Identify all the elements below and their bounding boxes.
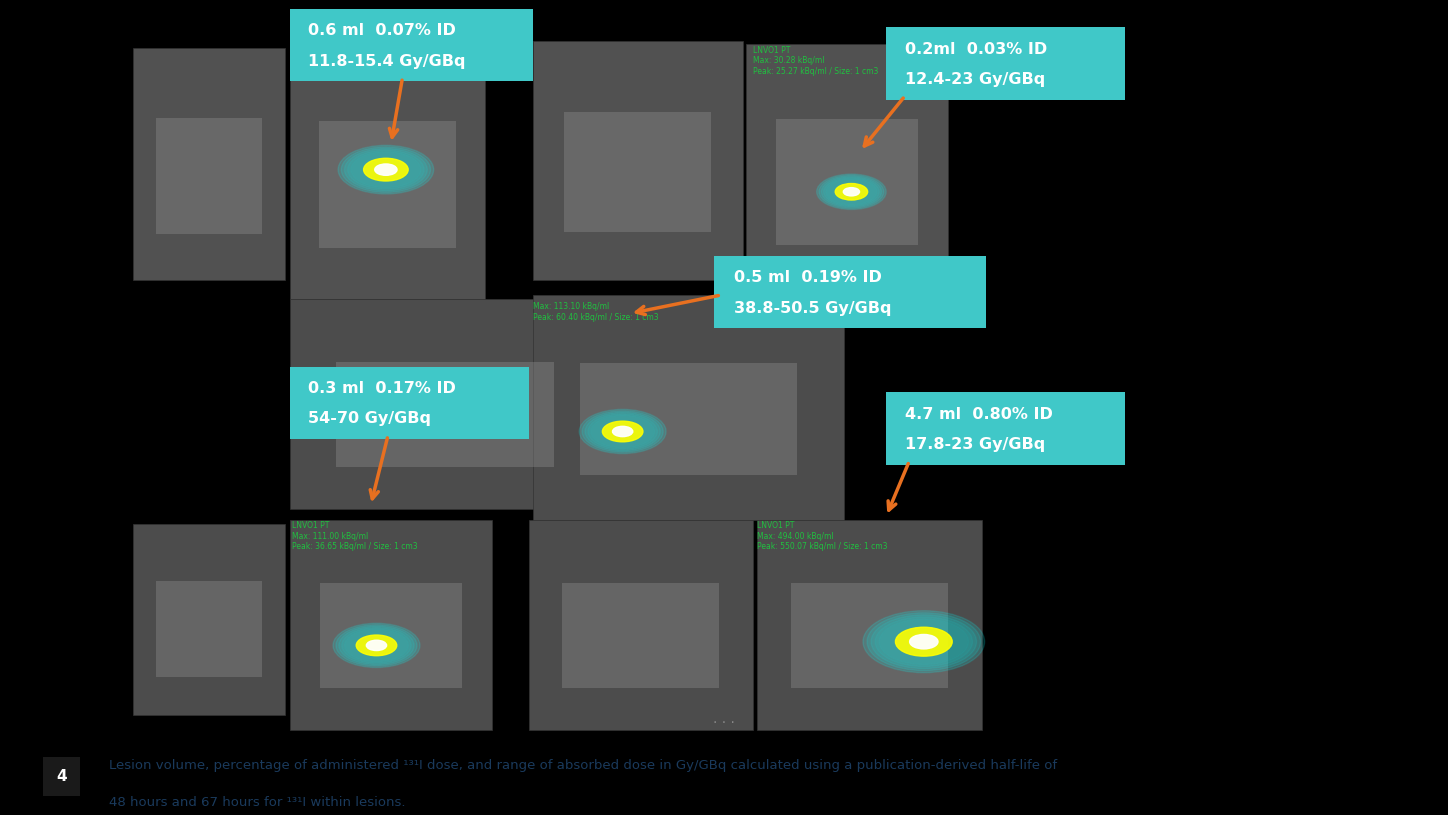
FancyArrowPatch shape <box>637 296 718 315</box>
Circle shape <box>817 174 886 209</box>
Circle shape <box>820 175 883 209</box>
FancyBboxPatch shape <box>156 117 262 234</box>
Circle shape <box>895 628 953 656</box>
FancyArrowPatch shape <box>371 438 388 499</box>
Text: 4: 4 <box>56 769 67 784</box>
FancyBboxPatch shape <box>290 9 533 82</box>
Circle shape <box>336 625 417 666</box>
Circle shape <box>579 409 666 454</box>
Circle shape <box>582 411 663 452</box>
FancyBboxPatch shape <box>757 520 982 730</box>
FancyBboxPatch shape <box>886 392 1125 465</box>
FancyBboxPatch shape <box>133 48 285 280</box>
Circle shape <box>863 610 985 672</box>
Text: 54-70 Gy/GBq: 54-70 Gy/GBq <box>308 412 432 426</box>
Text: LNVO1 PT
Max: 494.00 kBq/ml
Peak: 550.07 kBq/ml / Size: 1 cm3: LNVO1 PT Max: 494.00 kBq/ml Peak: 550.07… <box>757 522 888 551</box>
Text: LNVO1 PT
Max: 111.00 kBq/ml
Peak: 36.65 kBq/ml / Size: 1 cm3: LNVO1 PT Max: 111.00 kBq/ml Peak: 36.65 … <box>292 522 418 551</box>
Text: 0.3 ml  0.17% ID: 0.3 ml 0.17% ID <box>308 381 456 396</box>
FancyBboxPatch shape <box>886 27 1125 99</box>
FancyBboxPatch shape <box>133 524 285 716</box>
Text: 11.8-15.4 Gy/GBq: 11.8-15.4 Gy/GBq <box>308 54 466 68</box>
FancyBboxPatch shape <box>776 120 918 244</box>
FancyBboxPatch shape <box>290 520 492 730</box>
Circle shape <box>345 148 427 191</box>
Text: Max: 113.10 kBq/ml
Peak: 60.40 kBq/ml / Size: 1 cm3: Max: 113.10 kBq/ml Peak: 60.40 kBq/ml / … <box>533 302 659 322</box>
FancyBboxPatch shape <box>156 581 262 677</box>
FancyBboxPatch shape <box>714 256 986 328</box>
Text: . . .: . . . <box>712 712 736 726</box>
Text: LNVO1 PT
Max: 30.28 kBq/ml
Peak: 25.27 kBq/ml / Size: 1 cm3: LNVO1 PT Max: 30.28 kBq/ml Peak: 25.27 k… <box>753 46 879 76</box>
FancyBboxPatch shape <box>529 520 753 730</box>
Circle shape <box>366 641 387 650</box>
Circle shape <box>602 421 643 442</box>
FancyBboxPatch shape <box>319 121 456 248</box>
Circle shape <box>363 158 408 181</box>
Text: 4.7 ml  0.80% ID: 4.7 ml 0.80% ID <box>905 407 1053 421</box>
FancyArrowPatch shape <box>390 80 403 137</box>
FancyBboxPatch shape <box>791 583 948 688</box>
Text: 12.4-23 Gy/GBq: 12.4-23 Gy/GBq <box>905 73 1045 87</box>
Circle shape <box>339 626 414 664</box>
FancyArrowPatch shape <box>888 464 908 510</box>
FancyBboxPatch shape <box>290 367 529 438</box>
Text: Lesion volume, percentage of administered ¹³¹I dose, and range of absorbed dose : Lesion volume, percentage of administere… <box>109 760 1057 773</box>
Text: LNVO1 PT
Max: 100.00 kBq/ml
Peak: 35.65 kBq/ml / Size: 1 cm3: LNVO1 PT Max: 100.00 kBq/ml Peak: 35.65 … <box>292 46 418 76</box>
FancyBboxPatch shape <box>533 41 743 280</box>
Circle shape <box>824 178 879 206</box>
Text: 38.8-50.5 Gy/GBq: 38.8-50.5 Gy/GBq <box>734 301 892 315</box>
Circle shape <box>342 628 411 663</box>
Circle shape <box>867 613 980 671</box>
FancyBboxPatch shape <box>746 44 948 295</box>
Circle shape <box>348 150 424 189</box>
FancyBboxPatch shape <box>579 363 798 475</box>
FancyBboxPatch shape <box>565 112 711 232</box>
Circle shape <box>875 617 973 667</box>
Text: 17.8-23 Gy/GBq: 17.8-23 Gy/GBq <box>905 438 1045 452</box>
FancyBboxPatch shape <box>533 295 844 520</box>
Circle shape <box>356 635 397 656</box>
FancyBboxPatch shape <box>320 583 462 688</box>
Text: 0.6 ml  0.07% ID: 0.6 ml 0.07% ID <box>308 23 456 38</box>
Text: 0.5 ml  0.19% ID: 0.5 ml 0.19% ID <box>734 271 882 285</box>
Text: 48 hours and 67 hours for ¹³¹I within lesions.: 48 hours and 67 hours for ¹³¹I within le… <box>109 795 405 808</box>
Circle shape <box>588 414 657 449</box>
Circle shape <box>337 145 434 194</box>
Circle shape <box>821 176 882 207</box>
FancyArrowPatch shape <box>864 98 904 146</box>
FancyBboxPatch shape <box>290 44 485 299</box>
Text: 0.2ml  0.03% ID: 0.2ml 0.03% ID <box>905 42 1047 57</box>
FancyBboxPatch shape <box>336 362 555 467</box>
FancyBboxPatch shape <box>43 757 80 795</box>
Circle shape <box>342 147 430 192</box>
Circle shape <box>333 623 420 667</box>
Circle shape <box>909 634 938 649</box>
Circle shape <box>585 412 660 451</box>
Circle shape <box>835 183 867 200</box>
Circle shape <box>375 164 397 175</box>
Circle shape <box>613 426 633 437</box>
Circle shape <box>872 615 976 668</box>
Circle shape <box>843 187 860 196</box>
FancyBboxPatch shape <box>290 299 601 509</box>
FancyBboxPatch shape <box>562 583 720 688</box>
